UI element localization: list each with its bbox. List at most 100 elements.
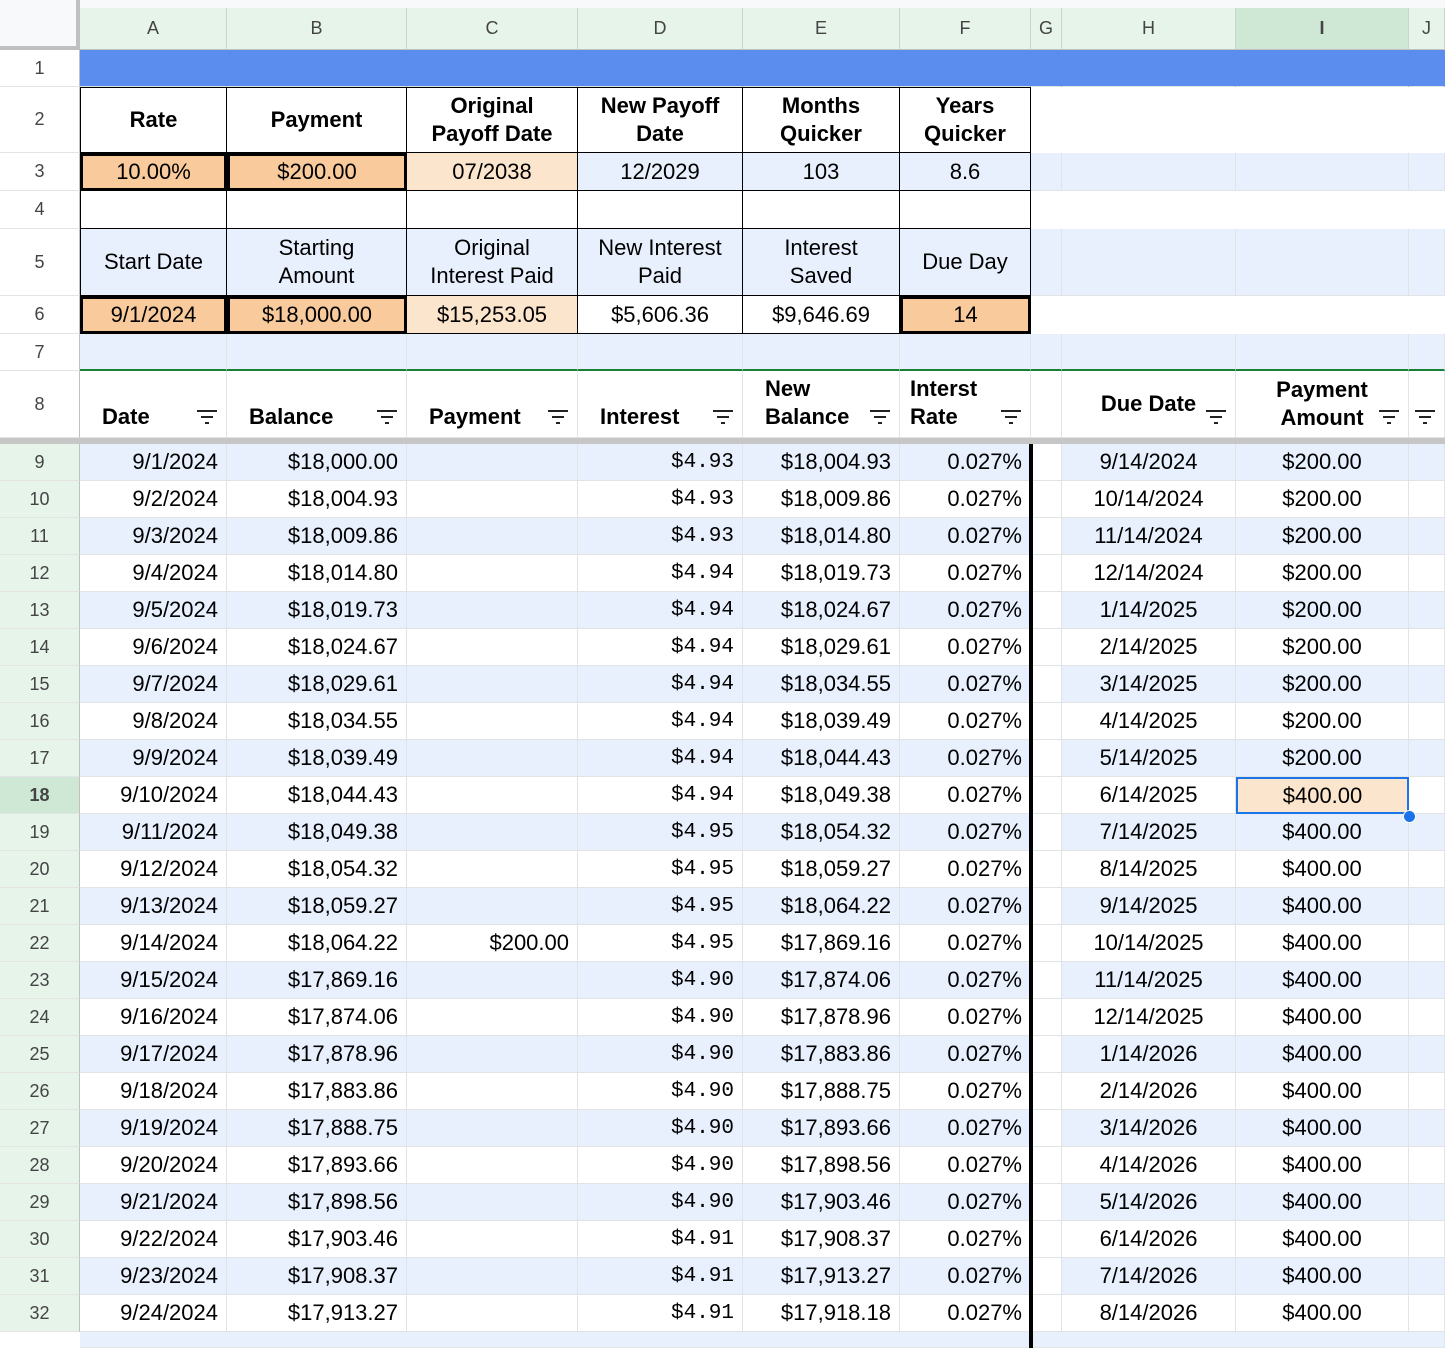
ledger-cell[interactable]: $4.90 [578,1073,743,1110]
ledger-cell[interactable]: 0.027% [900,1110,1031,1147]
ledger-cell[interactable]: 9/5/2024 [80,592,227,629]
blank-cell[interactable] [1409,371,1445,438]
column-header[interactable]: B [227,8,407,50]
ledger-cell[interactable]: $18,004.93 [227,481,407,518]
ledger-cell[interactable] [407,999,578,1036]
blank-cell[interactable] [1031,518,1062,555]
filter-icon[interactable] [869,409,891,425]
ledger-cell[interactable] [407,1036,578,1073]
schedule-cell[interactable]: $200.00 [1236,481,1409,518]
filter-icon[interactable] [196,409,218,425]
schedule-cell[interactable]: $200.00 [1236,592,1409,629]
row-header[interactable]: 26 [0,1073,80,1110]
blank-cell[interactable] [1409,1147,1445,1184]
banner-cell[interactable] [1409,50,1445,87]
summary-header[interactable]: Rate [80,87,227,153]
ledger-cell[interactable]: $17,888.75 [227,1110,407,1147]
ledger-cell[interactable] [407,888,578,925]
ledger-cell[interactable]: $18,000.00 [227,444,407,481]
blank-cell[interactable] [1409,925,1445,962]
ledger-cell[interactable] [407,1110,578,1147]
ledger-cell[interactable]: 9/7/2024 [80,666,227,703]
schedule-cell[interactable]: 6/14/2026 [1062,1221,1236,1258]
schedule-cell[interactable]: 8/14/2025 [1062,851,1236,888]
row-header[interactable]: 2 [0,87,80,153]
summary-header[interactable]: New Interest Paid [578,229,743,296]
blank-cell[interactable] [1031,925,1062,962]
schedule-cell[interactable]: 2/14/2026 [1062,1073,1236,1110]
row-header[interactable]: 6 [0,296,80,334]
schedule-cell[interactable]: $400.00 [1236,925,1409,962]
blank-cell[interactable] [1409,481,1445,518]
filter-icon[interactable] [376,409,398,425]
summary-value[interactable]: 103 [743,153,900,191]
ledger-cell[interactable]: $17,878.96 [743,999,900,1036]
ledger-cell[interactable] [407,962,578,999]
schedule-cell[interactable]: 8/14/2026 [1062,1295,1236,1332]
row-header[interactable]: 16 [0,703,80,740]
blank-cell[interactable] [1409,518,1445,555]
column-filter-header[interactable]: Payment Amount [1236,371,1409,438]
schedule-cell[interactable]: 1/14/2025 [1062,592,1236,629]
blank-cell[interactable] [1409,1036,1445,1073]
blank-cell[interactable] [1409,666,1445,703]
column-filter-header[interactable]: Due Date [1062,371,1236,438]
ledger-cell[interactable]: 0.027% [900,1295,1031,1332]
ledger-cell[interactable]: $17,913.27 [227,1295,407,1332]
ledger-cell[interactable]: $17,874.06 [227,999,407,1036]
ledger-cell[interactable]: $18,024.67 [743,592,900,629]
blank-cell[interactable] [1409,888,1445,925]
ledger-cell[interactable]: 0.027% [900,851,1031,888]
row-header[interactable]: 29 [0,1184,80,1221]
ledger-cell[interactable]: $4.95 [578,888,743,925]
ledger-cell[interactable]: 9/9/2024 [80,740,227,777]
filter-icon[interactable] [1414,409,1436,425]
schedule-cell[interactable]: 4/14/2026 [1062,1147,1236,1184]
blank-cell[interactable] [1031,1258,1062,1295]
ledger-cell[interactable]: $4.94 [578,777,743,814]
ledger-cell[interactable]: $4.95 [578,814,743,851]
ledger-cell[interactable]: $4.90 [578,1147,743,1184]
schedule-cell[interactable]: $400.00 [1236,851,1409,888]
summary-blank[interactable] [578,191,743,229]
blank-cell[interactable] [1409,1258,1445,1295]
blank-cell[interactable] [1031,1184,1062,1221]
blank-cell[interactable] [1409,814,1445,851]
column-header[interactable]: E [743,8,900,50]
ledger-cell[interactable]: $17,898.56 [227,1184,407,1221]
schedule-cell[interactable]: $200.00 [1236,740,1409,777]
summary-blank[interactable] [407,191,578,229]
row-header[interactable]: 32 [0,1295,80,1332]
banner-cell[interactable] [1236,50,1409,87]
row-header[interactable]: 23 [0,962,80,999]
ledger-cell[interactable]: $4.93 [578,481,743,518]
schedule-cell[interactable]: $400.00 [1236,777,1409,814]
blank-cell[interactable] [1409,444,1445,481]
schedule-cell[interactable]: 11/14/2024 [1062,518,1236,555]
summary-value[interactable]: $5,606.36 [578,296,743,334]
ledger-cell[interactable]: $4.91 [578,1221,743,1258]
ledger-cell[interactable]: $4.95 [578,851,743,888]
blank-cell[interactable] [1409,703,1445,740]
ledger-cell[interactable]: 9/14/2024 [80,925,227,962]
ledger-cell[interactable]: 9/21/2024 [80,1184,227,1221]
blank-cell[interactable] [1031,1221,1062,1258]
blank-cell[interactable] [1031,1036,1062,1073]
blank-cell[interactable] [1409,740,1445,777]
column-header[interactable]: A [80,8,227,50]
column-header[interactable]: G [1031,8,1062,50]
summary-value[interactable]: $200.00 [227,153,407,191]
schedule-cell[interactable]: $400.00 [1236,1258,1409,1295]
schedule-cell[interactable]: 7/14/2026 [1062,1258,1236,1295]
ledger-cell[interactable]: $18,019.73 [743,555,900,592]
ledger-cell[interactable]: 9/12/2024 [80,851,227,888]
ledger-cell[interactable]: $17,869.16 [743,925,900,962]
ledger-cell[interactable]: $17,893.66 [743,1110,900,1147]
ledger-cell[interactable]: $4.91 [578,1295,743,1332]
ledger-cell[interactable] [407,555,578,592]
row-header[interactable]: 5 [0,229,80,296]
ledger-cell[interactable]: $17,903.46 [227,1221,407,1258]
ledger-cell[interactable]: $17,883.86 [743,1036,900,1073]
blank-cell[interactable] [1031,888,1062,925]
ledger-cell[interactable]: 9/4/2024 [80,555,227,592]
